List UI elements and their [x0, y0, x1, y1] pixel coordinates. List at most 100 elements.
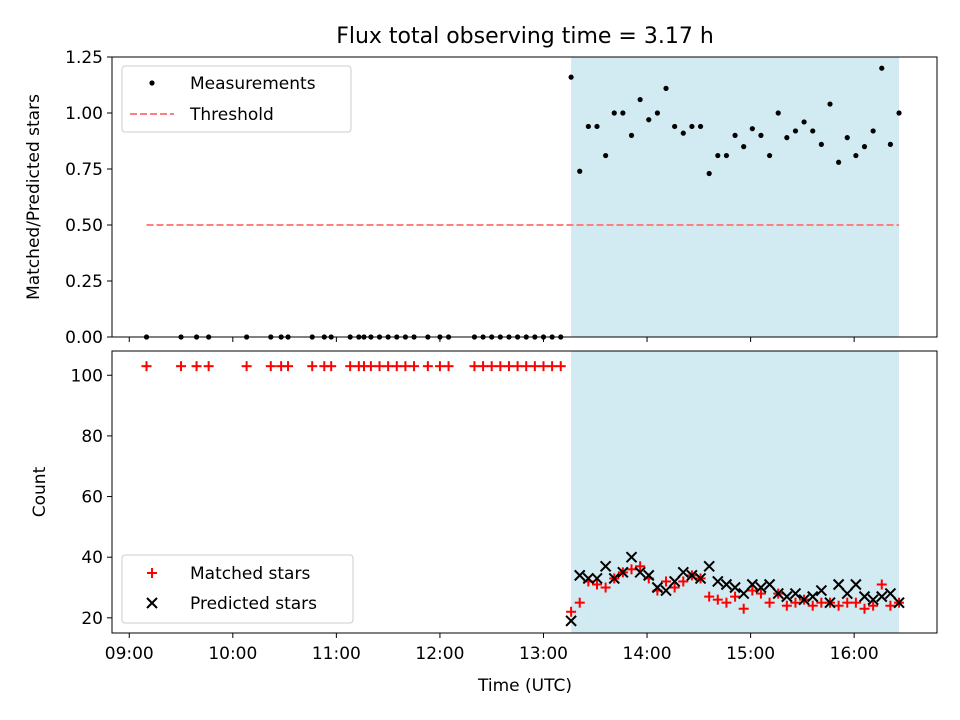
predicted-star-point: [720, 578, 733, 591]
matched-star-point: [712, 594, 723, 605]
bottom-y-tick-label: 20: [81, 609, 103, 629]
matched-star-point: [443, 361, 454, 372]
predicted-star-point: [798, 593, 810, 606]
measurement-point: [680, 130, 686, 136]
matched-star-point: [283, 361, 294, 372]
matched-star-point: [704, 591, 715, 602]
matched-star-point: [529, 361, 540, 372]
measurement-point: [801, 119, 807, 125]
matched-star-point: [512, 361, 523, 372]
predicted-star-point: [668, 575, 681, 588]
top-legend: Measurements Threshold: [121, 65, 352, 133]
matched-star-point: [678, 576, 689, 587]
predicted-star-point: [694, 572, 707, 585]
matched-star-point: [409, 361, 420, 372]
matched-star-point: [816, 597, 827, 608]
top-y-tick-label: 1.25: [65, 48, 103, 68]
measurement-point: [697, 123, 704, 130]
top-axes-frame: [111, 56, 938, 338]
measurement-point: [758, 132, 764, 138]
bottom-legend-box: [121, 554, 354, 624]
matched-star-point: [850, 597, 861, 608]
matched-star-point: [365, 361, 376, 372]
predicted-star-point: [893, 596, 905, 609]
bottom-y-tick-label: 60: [81, 488, 103, 508]
matched-star-point: [265, 361, 276, 372]
predicted-star-point: [858, 590, 871, 603]
predicted-star-point: [608, 572, 620, 585]
predicted-star-point: [824, 596, 836, 609]
x-tick-label: 10:00: [208, 644, 257, 664]
matched-star-point: [635, 561, 646, 572]
predicted-star-point: [660, 584, 672, 597]
predicted-star-point: [651, 581, 664, 594]
measurement-point: [896, 110, 902, 116]
matched-star-point: [495, 361, 506, 372]
matched-star-point: [721, 597, 732, 608]
predicted-star-point: [789, 587, 802, 600]
top-y-tick-label: 1.00: [65, 104, 103, 124]
predicted-star-point: [807, 590, 819, 603]
measurement-point: [654, 110, 660, 116]
matched-star-point: [326, 361, 337, 372]
matched-star-point: [730, 591, 741, 602]
predicted-star-point: [781, 590, 793, 603]
matched-star-point: [764, 597, 775, 608]
top-y-tick-label: 0.25: [65, 272, 103, 292]
predicted-star-point: [591, 572, 603, 585]
matched-star-point: [876, 579, 887, 590]
matched-star-point: [669, 582, 680, 593]
matched-star-point: [807, 600, 818, 611]
x-tick-label: 16:00: [830, 644, 879, 664]
matched-star-point: [191, 361, 202, 372]
matched-star-point: [434, 361, 445, 372]
bottom-plot-marks: [141, 361, 905, 627]
x-tick-label: 15:00: [726, 644, 775, 664]
predicted-star-point: [867, 593, 879, 606]
predicted-star-point: [712, 575, 724, 588]
top-y-axis: 0.00 0.25 0.50 0.75 1.00 1.25: [65, 48, 112, 348]
measurement-point: [836, 159, 842, 165]
matched-star-point: [755, 588, 766, 599]
predicted-star-point: [729, 581, 741, 594]
matched-legend-label: Matched stars: [190, 564, 310, 584]
predicted-star-point: [703, 560, 715, 572]
predicted-star-point: [746, 578, 759, 591]
matched-star-point: [566, 606, 577, 617]
matched-star-point: [842, 597, 853, 608]
matched-star-point: [790, 597, 801, 608]
measurement-point: [844, 135, 850, 141]
matched-star-point: [747, 585, 758, 596]
measurement-point: [603, 152, 609, 159]
predicted-star-point: [582, 572, 595, 585]
top-y-tick-label: 0.50: [65, 216, 103, 236]
top-y-tick-label: 0.75: [65, 160, 103, 180]
bottom-x-axis: 09:00 10:00 11:00 12:00 13:00 14:00 15:00 16:00: [105, 633, 879, 664]
matched-star-point: [859, 603, 870, 614]
top-y-axis-label: Matched/Predicted stars: [24, 94, 44, 300]
measurement-point: [577, 168, 583, 174]
predicted-star-point: [850, 578, 862, 591]
bottom-axes-frame: [111, 350, 938, 634]
matched-star-point: [626, 564, 637, 575]
bottom-y-tick-label: 40: [81, 548, 103, 568]
predicted-star-point: [755, 581, 767, 594]
predicted-star-point: [617, 566, 629, 579]
bottom-y-tick-label: 80: [81, 427, 103, 447]
measurement-point: [792, 128, 799, 134]
bottom-window-shading: [571, 351, 900, 633]
measurement-point: [723, 152, 730, 159]
measurement-point: [810, 128, 816, 134]
measurement-point: [775, 110, 781, 116]
matched-star-point: [555, 361, 566, 372]
matched-star-point: [400, 361, 411, 372]
x-axis-label: Time (UTC): [477, 676, 572, 696]
measurement-point: [749, 126, 755, 132]
measurements-legend-label: Measurements: [190, 74, 316, 94]
measurement-point: [611, 110, 617, 116]
predicted-legend-marker: [146, 597, 158, 609]
measurement-point: [732, 132, 738, 138]
matched-star-point: [307, 361, 318, 372]
measurement-point: [818, 141, 824, 147]
matched-star-point: [547, 361, 558, 372]
